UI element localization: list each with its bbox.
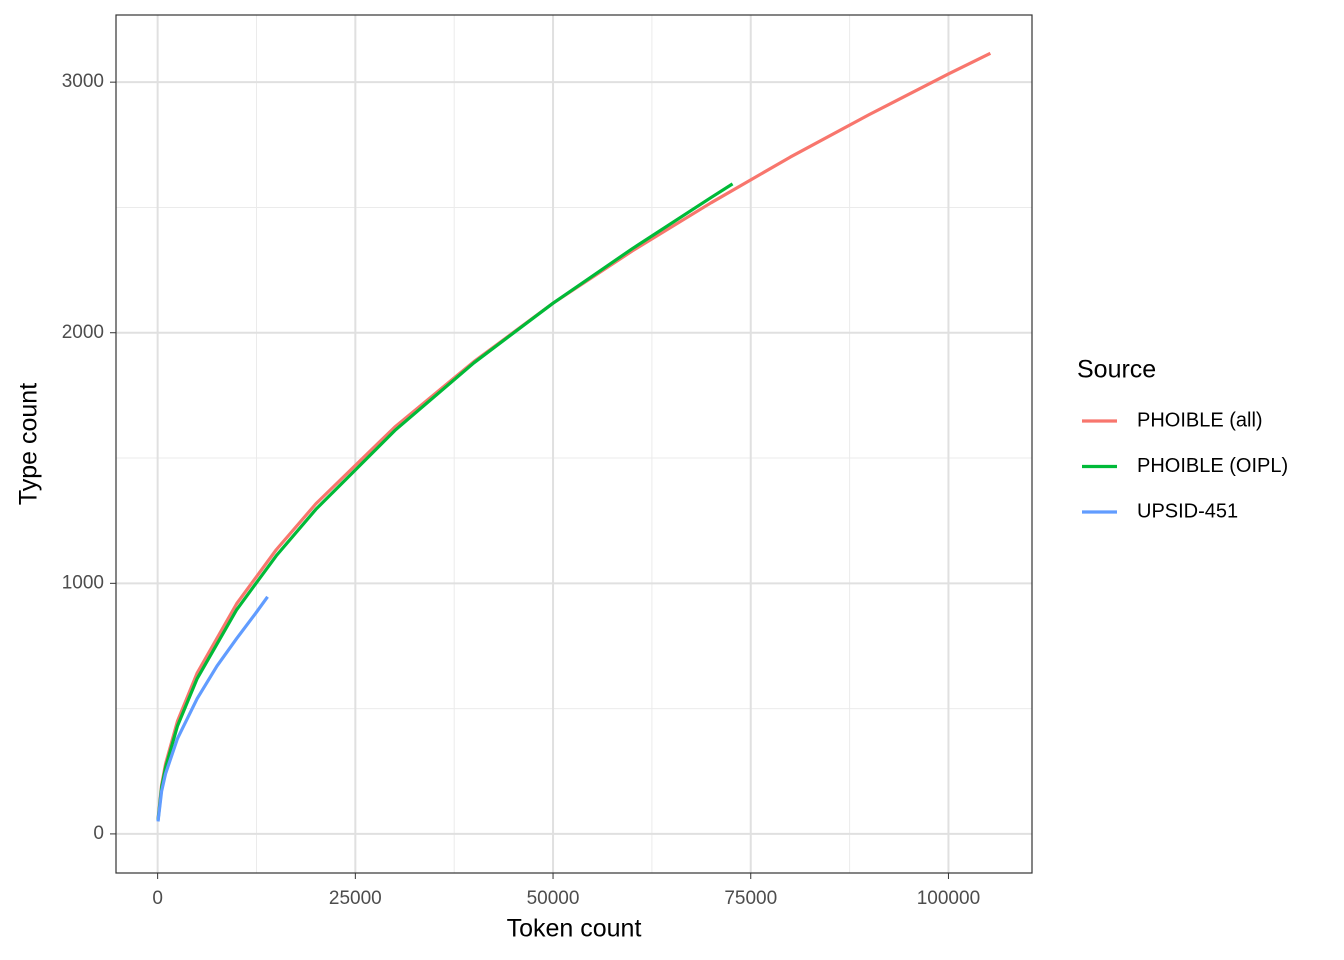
- x-tick-label: 50000: [527, 888, 580, 909]
- plot-lines: [156, 51, 992, 822]
- y-tick-label: 2000: [62, 322, 104, 343]
- x-tick-label: 0: [152, 888, 163, 909]
- legend-title: Source: [1077, 356, 1156, 384]
- x-tick-label: 75000: [724, 888, 777, 909]
- x-tick-label: 100000: [917, 888, 980, 909]
- legend-label: PHOIBLE (OIPL): [1137, 455, 1288, 477]
- x-tick-label: 25000: [329, 888, 382, 909]
- y-tick-label: 3000: [62, 71, 104, 92]
- legend-label: PHOIBLE (all): [1137, 409, 1263, 431]
- y-tick-label: 0: [93, 823, 104, 844]
- line-series: [156, 595, 269, 822]
- line-series: [156, 182, 734, 821]
- panel-border: [115, 14, 1033, 874]
- y-axis-title: Type count: [15, 383, 43, 505]
- legend-label: UPSID-451: [1137, 500, 1238, 522]
- y-tick-label: 1000: [62, 572, 104, 593]
- x-axis-title: Token count: [507, 915, 642, 943]
